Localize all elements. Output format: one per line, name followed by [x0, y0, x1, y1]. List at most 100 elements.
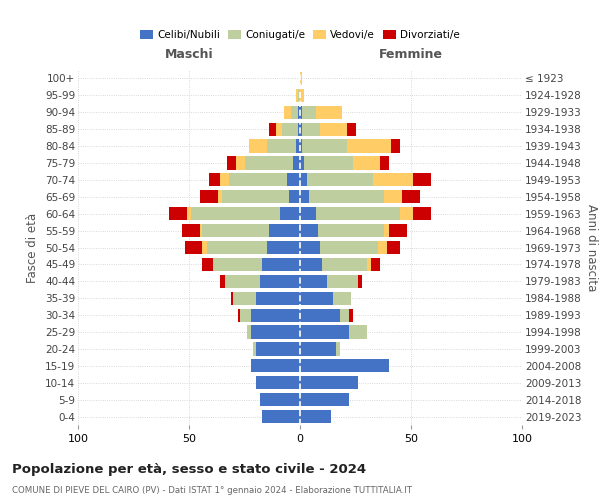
Bar	[200, 224, 202, 237]
Bar	[300, 376, 358, 390]
Bar	[185, 241, 202, 254]
Bar	[202, 258, 214, 271]
Bar	[275, 122, 282, 136]
Bar	[300, 274, 326, 288]
Bar	[353, 156, 380, 170]
Bar	[316, 207, 400, 220]
Bar	[347, 122, 355, 136]
Bar	[251, 359, 300, 372]
Bar	[335, 342, 340, 355]
Bar	[238, 308, 240, 322]
Bar	[233, 292, 256, 305]
Bar	[182, 224, 200, 237]
Bar	[209, 174, 220, 186]
Bar	[378, 241, 386, 254]
Bar	[200, 190, 218, 203]
Bar	[229, 174, 287, 186]
Bar	[300, 224, 318, 237]
Bar	[262, 410, 300, 423]
Bar	[373, 174, 413, 186]
Bar	[251, 326, 300, 338]
Bar	[320, 122, 347, 136]
Bar	[322, 258, 367, 271]
Bar	[300, 89, 304, 102]
Bar	[169, 207, 187, 220]
Text: COMUNE DI PIEVE DEL CAIRO (PV) - Dati ISTAT 1° gennaio 2024 - Elaborazione TUTTI: COMUNE DI PIEVE DEL CAIRO (PV) - Dati IS…	[12, 486, 412, 495]
Bar	[349, 326, 367, 338]
Bar	[413, 207, 431, 220]
Bar	[316, 106, 342, 119]
Bar	[302, 140, 347, 152]
Bar	[202, 224, 269, 237]
Bar	[389, 224, 407, 237]
Legend: Celibi/Nubili, Coniugati/e, Vedovi/e, Divorziati/e: Celibi/Nubili, Coniugati/e, Vedovi/e, Di…	[136, 26, 464, 44]
Bar	[291, 106, 298, 119]
Bar	[296, 140, 300, 152]
Bar	[187, 207, 191, 220]
Bar	[367, 258, 371, 271]
Bar	[391, 140, 400, 152]
Bar	[260, 393, 300, 406]
Bar	[300, 393, 349, 406]
Bar	[413, 174, 431, 186]
Bar	[298, 122, 300, 136]
Bar	[240, 308, 251, 322]
Bar	[318, 224, 385, 237]
Bar	[300, 106, 302, 119]
Bar	[340, 308, 349, 322]
Bar	[298, 89, 300, 102]
Bar	[400, 207, 413, 220]
Bar	[300, 72, 302, 85]
Bar	[231, 292, 233, 305]
Bar	[191, 207, 280, 220]
Bar	[300, 326, 349, 338]
Bar	[300, 174, 307, 186]
Bar	[227, 156, 236, 170]
Bar	[300, 342, 335, 355]
Bar	[309, 190, 385, 203]
Bar	[302, 106, 316, 119]
Bar	[269, 122, 275, 136]
Bar	[380, 156, 389, 170]
Bar	[300, 241, 320, 254]
Bar	[326, 274, 358, 288]
Y-axis label: Fasce di età: Fasce di età	[26, 212, 40, 282]
Bar	[260, 274, 300, 288]
Bar	[251, 308, 300, 322]
Bar	[266, 140, 296, 152]
Bar	[300, 258, 322, 271]
Bar	[247, 326, 251, 338]
Bar	[253, 342, 256, 355]
Bar	[300, 292, 334, 305]
Bar	[300, 410, 331, 423]
Bar	[202, 241, 207, 254]
Y-axis label: Anni di nascita: Anni di nascita	[585, 204, 598, 291]
Bar	[300, 140, 302, 152]
Bar	[371, 258, 380, 271]
Bar	[296, 89, 298, 102]
Bar	[222, 190, 289, 203]
Bar	[304, 156, 353, 170]
Bar	[347, 140, 391, 152]
Bar	[402, 190, 420, 203]
Bar	[236, 156, 245, 170]
Bar	[245, 156, 293, 170]
Bar	[358, 274, 362, 288]
Bar	[300, 308, 340, 322]
Bar	[293, 156, 300, 170]
Bar	[349, 308, 353, 322]
Text: Maschi: Maschi	[164, 48, 214, 60]
Bar	[266, 241, 300, 254]
Bar	[320, 241, 378, 254]
Text: Popolazione per età, sesso e stato civile - 2024: Popolazione per età, sesso e stato civil…	[12, 462, 366, 475]
Bar	[298, 106, 300, 119]
Bar	[256, 376, 300, 390]
Bar	[385, 190, 402, 203]
Bar	[302, 122, 320, 136]
Bar	[307, 174, 373, 186]
Bar	[386, 241, 400, 254]
Bar	[289, 190, 300, 203]
Bar	[256, 292, 300, 305]
Bar	[300, 156, 304, 170]
Bar	[220, 174, 229, 186]
